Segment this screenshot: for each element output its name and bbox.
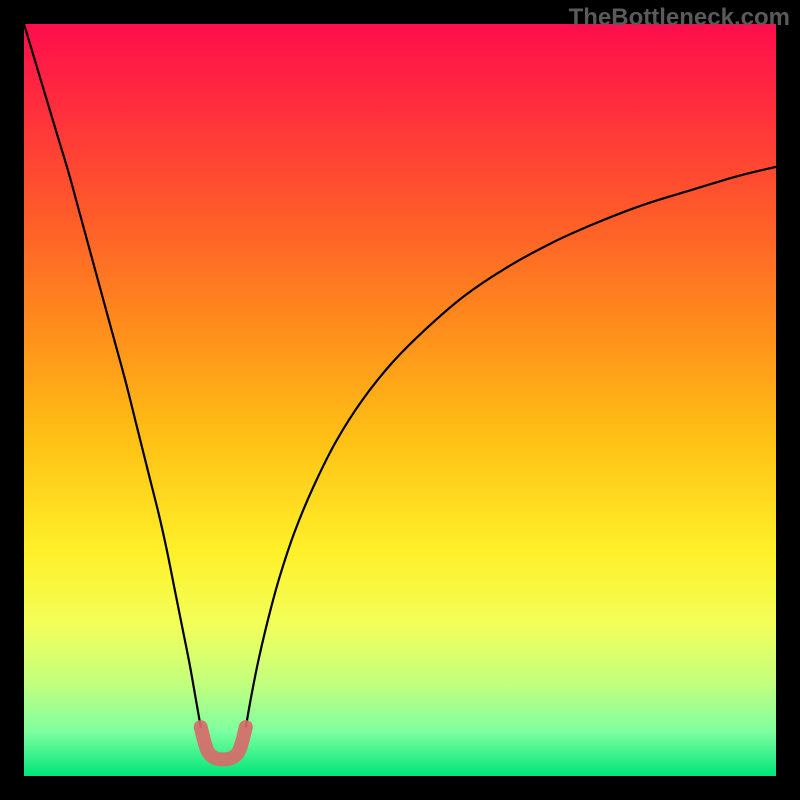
watermark-text: TheBottleneck.com xyxy=(569,4,790,32)
chart-svg xyxy=(0,0,800,800)
plot-background xyxy=(24,24,776,776)
chart-container: TheBottleneck.com xyxy=(0,0,800,800)
